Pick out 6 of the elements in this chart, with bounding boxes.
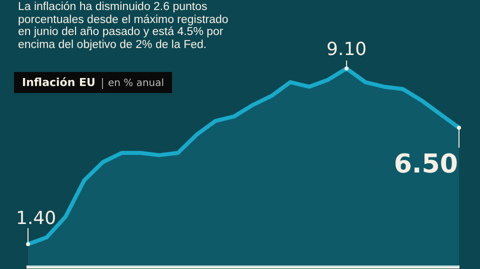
text: Inflación EU	[22, 76, 96, 89]
data-label: 6.50	[394, 150, 458, 180]
data-label: 1.40	[16, 208, 56, 229]
annotation: La inflación ha disminuido 2.6 puntos porcentuales desde el máximo registrado en junio del año pasado y está 4.5% por encima del objetivo de 2% de la Fed.	[18, 1, 230, 51]
text: en % anual	[102, 78, 164, 89]
data-label: 9.10	[326, 39, 367, 60]
